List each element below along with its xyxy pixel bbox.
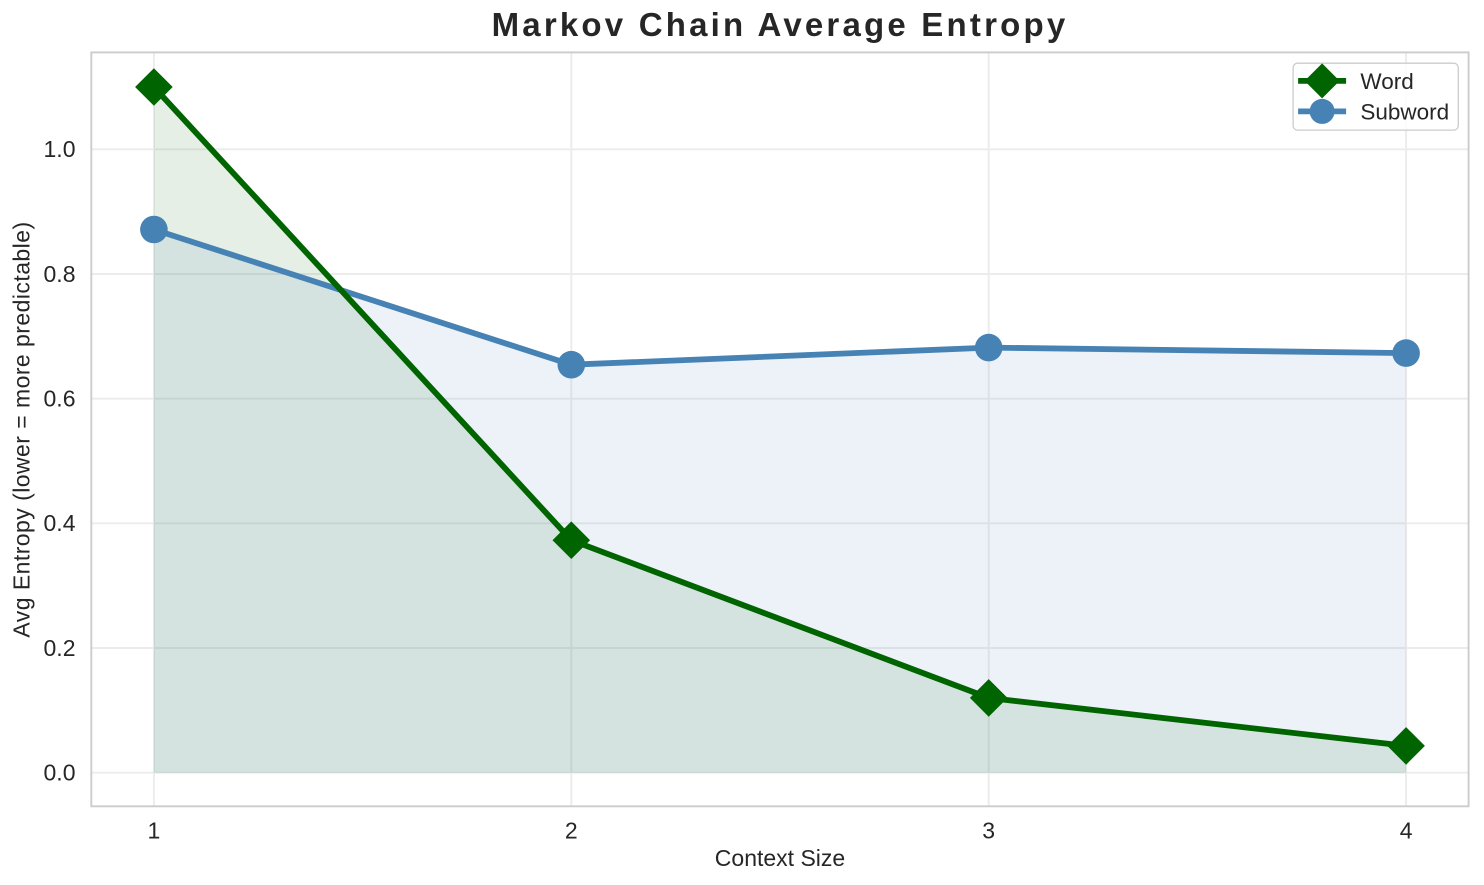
- svg-text:4: 4: [1400, 818, 1413, 844]
- svg-text:1.0: 1.0: [44, 136, 76, 162]
- svg-text:0.2: 0.2: [44, 635, 76, 661]
- svg-text:Markov Chain Average Entropy: Markov Chain Average Entropy: [492, 6, 1069, 43]
- svg-text:Subword: Subword: [1360, 100, 1449, 125]
- svg-text:0.8: 0.8: [44, 261, 76, 287]
- svg-text:Avg Entropy (lower = more pred: Avg Entropy (lower = more predictable): [9, 221, 35, 637]
- svg-text:2: 2: [565, 818, 578, 844]
- svg-text:1: 1: [148, 818, 161, 844]
- svg-text:Word: Word: [1360, 69, 1413, 94]
- svg-text:0.0: 0.0: [44, 760, 76, 786]
- svg-text:0.4: 0.4: [44, 510, 76, 536]
- svg-text:0.6: 0.6: [44, 386, 76, 412]
- svg-text:Context Size: Context Size: [715, 845, 845, 871]
- svg-text:3: 3: [982, 818, 995, 844]
